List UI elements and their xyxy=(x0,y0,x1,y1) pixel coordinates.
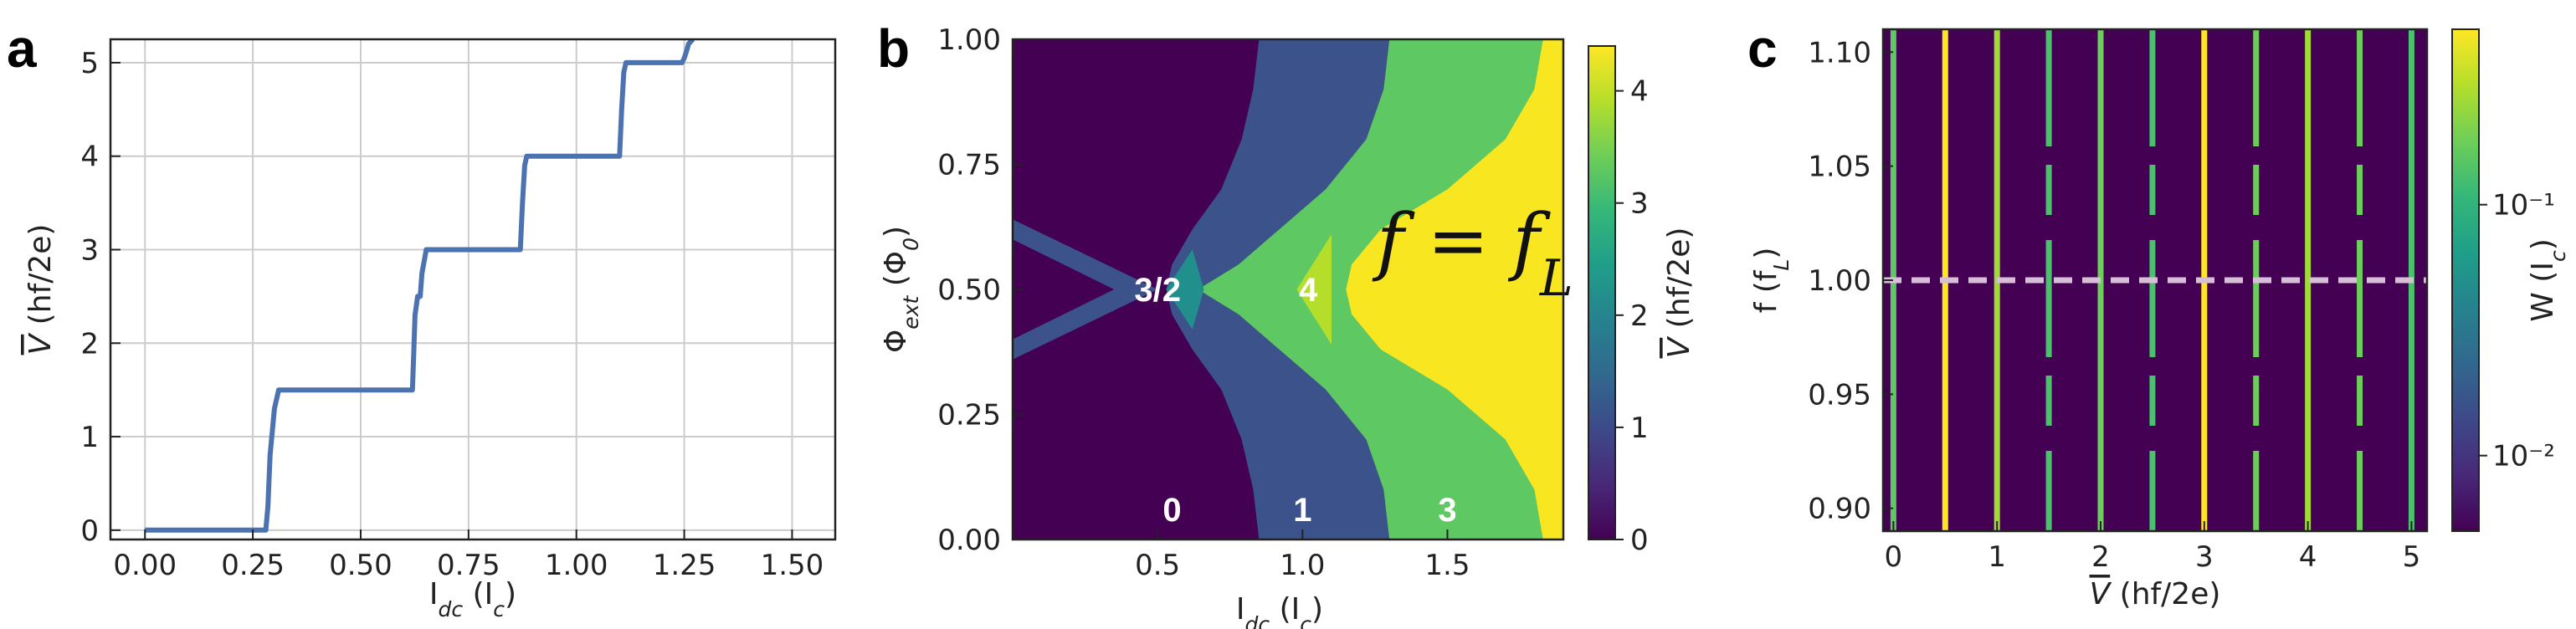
region-1-tip xyxy=(1013,219,1158,360)
x-tick-label: 0.5 xyxy=(1135,549,1180,582)
panel-a-chart: 0.00 0.25 0.50 0.75 1.00 1.25 1.50 0 1 2 3 4 5 Idc (I… xyxy=(23,38,837,621)
region-label: 0 xyxy=(1162,492,1181,529)
y-tick-label: 0 xyxy=(80,514,99,548)
y-tick-label: 0.00 xyxy=(937,524,1001,557)
x-tick-label: 0.50 xyxy=(329,549,393,582)
y-tick-label: 0.75 xyxy=(937,149,1001,182)
colorbar-tick-label: 2 xyxy=(1630,299,1649,333)
y-tick-label: 1.00 xyxy=(937,23,1001,57)
region-4 xyxy=(1296,234,1332,345)
colorbar-label: V (hf/2e) xyxy=(1662,228,1696,359)
panel-letter-b: b xyxy=(877,18,910,79)
x-axis-label: Idc (Ic) xyxy=(429,577,516,621)
region-label: 1 xyxy=(1293,492,1311,529)
y-tick-label: 0.25 xyxy=(937,399,1001,432)
y-tick-label: 3 xyxy=(80,233,99,267)
y-tick-label: 0.50 xyxy=(937,274,1001,307)
colorbar-label: W (Ic) xyxy=(2526,238,2570,322)
formula-label: f = fL xyxy=(1372,197,1573,308)
x-tick-label: 2 xyxy=(2091,540,2110,574)
x-tick-label: 5 xyxy=(2403,540,2421,574)
region-2 xyxy=(1166,249,1204,330)
colorbar-tick-label: 3 xyxy=(1630,187,1649,221)
x-tick-label: 0.00 xyxy=(113,549,177,582)
x-tick-label: 1 xyxy=(1988,540,2006,574)
colorbar xyxy=(1588,45,1616,540)
colorbar-tick-label: 10⁻¹ xyxy=(2492,189,2555,222)
colorbar-tick-label: 0 xyxy=(1630,524,1649,557)
x-tick-label: 1.0 xyxy=(1280,549,1325,582)
colorbar xyxy=(2451,28,2480,532)
y-tick-label: 1.00 xyxy=(1808,264,1871,298)
panel-c-heatmap: 0 1 2 3 4 5 0.90 0.95 1.00 1.05 1.10 V (hf/2e) f (fL… xyxy=(1749,28,2570,611)
y-axis-label: Φext (Φ0) xyxy=(879,226,923,353)
region-label: 4 xyxy=(1299,272,1318,309)
panel-letter-c: c xyxy=(1747,18,1778,79)
y-tick-label: 5 xyxy=(80,47,99,80)
y-tick-label: 1.10 xyxy=(1808,36,1871,69)
series-line xyxy=(145,39,695,533)
y-tick-label: 2 xyxy=(80,327,99,361)
y-tick-label: 4 xyxy=(80,141,99,174)
x-tick-label: 3 xyxy=(2195,540,2214,574)
x-tick-label: 1.50 xyxy=(761,549,824,582)
x-tick-label: 1.25 xyxy=(653,549,716,582)
colorbar-tick-label: 4 xyxy=(1630,75,1649,109)
y-tick-label: 1.05 xyxy=(1808,151,1871,184)
y-tick-label: 1 xyxy=(80,421,99,454)
x-tick-label: 1.00 xyxy=(545,549,608,582)
heatmap-regions xyxy=(1013,39,1563,540)
panel-letter-a: a xyxy=(7,18,37,79)
plot-frame xyxy=(109,38,837,541)
x-tick-label: 4 xyxy=(2299,540,2317,574)
panel-b-heatmap: 0 1 3 3/2 4 f = fL 0.5 1.0 1.5 0.00 0.25 0.50 0.75 1.… xyxy=(879,23,1696,629)
region-label: 3/2 xyxy=(1134,272,1181,309)
colorbar-tick-label: 1 xyxy=(1630,412,1649,445)
x-axis-label: Idc (Ic) xyxy=(1236,592,1323,629)
x-tick-label: 1.5 xyxy=(1424,549,1470,582)
y-axis-label: f (fL) xyxy=(1749,248,1793,314)
region-label: 3 xyxy=(1438,492,1456,529)
colorbar-tick-label: 10⁻² xyxy=(2492,440,2555,473)
x-tick-label: 0.25 xyxy=(221,549,285,582)
y-tick-label: 0.90 xyxy=(1808,493,1871,526)
y-axis-label: V (hf/2e) xyxy=(23,224,58,355)
x-axis-label: V (hf/2e) xyxy=(2090,577,2221,611)
x-tick-label: 0.75 xyxy=(437,549,500,582)
y-tick-label: 0.95 xyxy=(1808,378,1871,412)
x-tick-label: 0 xyxy=(1885,540,1903,574)
